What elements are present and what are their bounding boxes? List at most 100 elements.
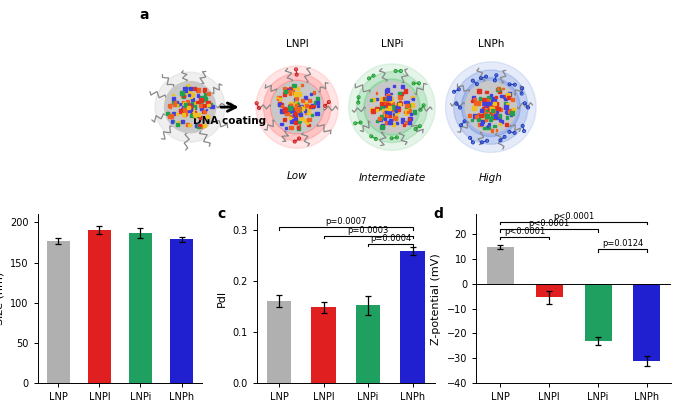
Bar bbox=[294, 103, 296, 105]
Bar bbox=[487, 99, 489, 101]
Bar bbox=[494, 112, 497, 115]
Bar bbox=[279, 98, 281, 100]
Bar bbox=[295, 105, 299, 109]
Bar bbox=[187, 103, 190, 105]
Bar bbox=[490, 129, 493, 131]
Bar bbox=[411, 96, 414, 98]
Bar bbox=[393, 117, 396, 120]
Bar bbox=[292, 113, 295, 116]
Bar bbox=[294, 92, 298, 96]
Bar bbox=[382, 109, 384, 111]
Bar bbox=[490, 110, 493, 113]
Bar bbox=[495, 96, 497, 98]
Bar bbox=[508, 92, 511, 96]
Bar bbox=[191, 105, 193, 108]
Bar bbox=[278, 103, 281, 105]
Bar bbox=[296, 94, 299, 96]
Bar bbox=[166, 112, 169, 115]
Bar bbox=[186, 103, 190, 107]
Bar bbox=[484, 113, 487, 116]
Bar bbox=[408, 117, 412, 120]
Bar bbox=[309, 105, 312, 108]
Bar bbox=[192, 105, 197, 108]
Bar bbox=[384, 103, 388, 106]
Bar bbox=[307, 117, 310, 121]
Circle shape bbox=[264, 73, 331, 141]
Bar bbox=[290, 119, 293, 123]
Bar bbox=[497, 87, 500, 90]
Bar bbox=[190, 108, 192, 110]
Bar bbox=[395, 106, 399, 110]
Bar bbox=[408, 111, 410, 113]
Bar bbox=[175, 112, 177, 115]
Bar bbox=[189, 106, 191, 108]
Bar bbox=[280, 123, 283, 125]
Bar bbox=[187, 84, 189, 86]
Bar bbox=[298, 111, 301, 115]
Bar bbox=[294, 117, 297, 120]
Text: c: c bbox=[218, 208, 226, 222]
Bar bbox=[477, 118, 480, 121]
Bar bbox=[495, 112, 497, 115]
Bar bbox=[489, 103, 490, 105]
Bar bbox=[411, 97, 412, 99]
Bar bbox=[181, 110, 184, 113]
Bar bbox=[388, 99, 392, 103]
Bar bbox=[308, 99, 311, 102]
Bar bbox=[316, 105, 319, 107]
Bar bbox=[305, 104, 308, 107]
Bar bbox=[392, 107, 395, 110]
Bar bbox=[185, 106, 188, 109]
Bar bbox=[299, 105, 302, 109]
Bar bbox=[188, 94, 190, 96]
Bar bbox=[397, 102, 400, 105]
Bar bbox=[312, 105, 315, 108]
Bar bbox=[203, 124, 206, 126]
Bar bbox=[182, 101, 184, 103]
Bar bbox=[47, 241, 69, 383]
Bar bbox=[179, 109, 182, 111]
Bar bbox=[182, 106, 186, 110]
Bar bbox=[390, 107, 394, 110]
Bar bbox=[199, 125, 202, 128]
Bar bbox=[506, 96, 510, 99]
Bar bbox=[186, 86, 188, 88]
Bar bbox=[190, 103, 193, 106]
Bar bbox=[203, 104, 206, 108]
Bar bbox=[393, 85, 395, 87]
Bar bbox=[490, 94, 492, 96]
Bar bbox=[482, 102, 485, 105]
Bar bbox=[283, 92, 286, 96]
Bar bbox=[496, 88, 499, 91]
Bar bbox=[129, 233, 152, 383]
Bar bbox=[510, 111, 514, 115]
Bar bbox=[186, 100, 188, 103]
Bar bbox=[383, 97, 386, 101]
Bar bbox=[290, 90, 294, 94]
Circle shape bbox=[445, 62, 536, 152]
Bar bbox=[199, 103, 203, 108]
Bar bbox=[388, 100, 390, 102]
Bar bbox=[510, 113, 512, 115]
Bar bbox=[316, 97, 319, 100]
Bar bbox=[196, 88, 199, 92]
Bar bbox=[381, 124, 384, 128]
Bar bbox=[295, 107, 298, 109]
Bar bbox=[297, 106, 299, 108]
Bar bbox=[199, 100, 202, 103]
Bar bbox=[480, 109, 483, 112]
Bar bbox=[506, 111, 508, 113]
Bar bbox=[210, 105, 214, 108]
Bar bbox=[306, 119, 308, 121]
Bar bbox=[174, 101, 178, 105]
Bar bbox=[181, 92, 183, 94]
Bar bbox=[177, 121, 180, 125]
Bar bbox=[506, 93, 510, 97]
Bar bbox=[385, 113, 388, 117]
Bar bbox=[183, 87, 187, 91]
Bar bbox=[399, 102, 401, 105]
Bar bbox=[477, 113, 480, 115]
Bar bbox=[192, 101, 196, 105]
Bar bbox=[292, 84, 296, 87]
Bar bbox=[407, 104, 410, 107]
